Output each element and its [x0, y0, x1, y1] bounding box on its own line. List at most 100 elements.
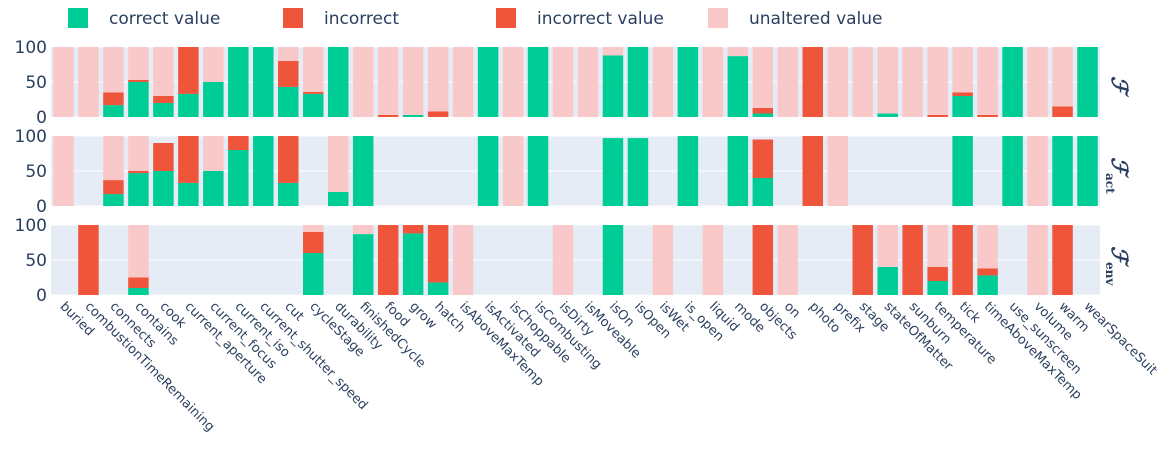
legend-item: correct value — [68, 8, 220, 29]
bar-unaltered — [103, 136, 124, 181]
bar-unaltered — [278, 47, 299, 61]
bar-correct — [253, 136, 274, 206]
bar-unaltered — [927, 225, 948, 267]
bar-correct — [402, 233, 424, 295]
bar-incorrect — [228, 136, 249, 150]
bar-correct — [153, 103, 174, 117]
bar-unaltered — [427, 47, 449, 112]
bar-unaltered — [128, 225, 149, 278]
bar-correct — [278, 86, 299, 117]
bar-correct — [727, 136, 749, 206]
bar-incorrect — [178, 136, 199, 183]
legend-swatch — [68, 8, 88, 28]
bar-correct — [228, 47, 249, 117]
bar-incorrect — [802, 47, 824, 117]
bar-unaltered — [752, 47, 774, 108]
bar-incorrect — [952, 92, 973, 96]
bar-unaltered — [702, 225, 724, 295]
bar-unaltered — [377, 47, 399, 115]
bar-correct — [677, 47, 699, 117]
bar-unaltered — [103, 47, 124, 93]
bar-incorrect — [103, 180, 124, 195]
bar-correct — [477, 136, 499, 206]
bar-correct — [752, 113, 774, 117]
bar-correct — [228, 150, 249, 206]
panel-label: ℱ — [1106, 76, 1132, 98]
bar-correct — [752, 178, 774, 206]
bar-correct — [327, 47, 349, 117]
legend-swatch — [496, 8, 516, 28]
bar-correct — [977, 275, 998, 295]
bar-correct — [627, 47, 649, 117]
bar-unaltered — [352, 225, 374, 235]
bar-incorrect — [303, 232, 324, 253]
bar-unaltered — [128, 136, 149, 171]
bar-correct — [303, 93, 324, 117]
bar-correct — [427, 282, 449, 295]
bar-unaltered — [303, 47, 324, 92]
bar-incorrect — [902, 225, 923, 295]
panel-label: ℱ — [1106, 157, 1132, 179]
bar-unaltered — [977, 225, 998, 269]
bar-unaltered — [203, 136, 224, 171]
bar-unaltered — [502, 136, 524, 206]
y-tick-label: 50 — [25, 73, 47, 93]
bar-unaltered — [402, 47, 424, 115]
y-tick-label: 100 — [15, 127, 47, 147]
bar-unaltered — [977, 47, 998, 115]
bar-correct — [677, 136, 699, 206]
legend-label: correct value — [109, 9, 220, 29]
bar-incorrect — [752, 139, 774, 178]
bar-unaltered — [602, 47, 624, 56]
bar-incorrect — [128, 277, 149, 288]
bar-correct — [402, 114, 424, 117]
bar-correct — [877, 267, 898, 295]
y-tick-label: 0 — [36, 286, 47, 306]
y-tick-label: 100 — [15, 38, 47, 58]
legend-label: unaltered value — [749, 9, 883, 29]
bar-correct — [178, 93, 199, 117]
legend-item: incorrect — [283, 8, 399, 29]
bar-unaltered — [128, 47, 149, 80]
bar-unaltered — [78, 47, 99, 117]
bar-incorrect — [153, 96, 174, 103]
bar-correct — [128, 173, 149, 206]
bar-unaltered — [502, 47, 524, 117]
bar-incorrect — [377, 114, 399, 117]
bar-correct — [178, 182, 199, 206]
y-tick-label: 0 — [36, 197, 47, 217]
bar-incorrect — [802, 136, 824, 206]
bar-correct — [327, 192, 349, 206]
bar-unaltered — [727, 47, 749, 57]
legend-label: incorrect value — [537, 9, 664, 29]
bar-correct — [1002, 136, 1023, 206]
bar-correct — [927, 281, 948, 295]
bar-incorrect — [377, 225, 399, 295]
bar-unaltered — [552, 225, 574, 295]
bar-correct — [602, 225, 624, 295]
bar-correct — [477, 47, 499, 117]
bar-unaltered — [902, 47, 923, 117]
bar-correct — [128, 82, 149, 117]
bar-correct — [627, 138, 649, 206]
panel-label-subscript: env — [1103, 262, 1117, 286]
bar-correct — [1077, 47, 1098, 117]
y-tick-label: 50 — [25, 251, 47, 271]
bar-unaltered — [327, 136, 349, 192]
bar-correct — [727, 56, 749, 117]
bar-unaltered — [452, 47, 474, 117]
bar-incorrect — [927, 114, 948, 117]
bar-incorrect — [128, 171, 149, 174]
y-tick-label: 0 — [36, 108, 47, 128]
bar-incorrect — [427, 225, 449, 283]
bar-incorrect — [128, 79, 149, 82]
bar-correct — [153, 171, 174, 206]
bar-unaltered — [1027, 136, 1048, 206]
bar-unaltered — [577, 47, 599, 117]
bar-incorrect — [178, 47, 199, 94]
bar-unaltered — [352, 47, 374, 117]
bar-correct — [1052, 136, 1073, 206]
